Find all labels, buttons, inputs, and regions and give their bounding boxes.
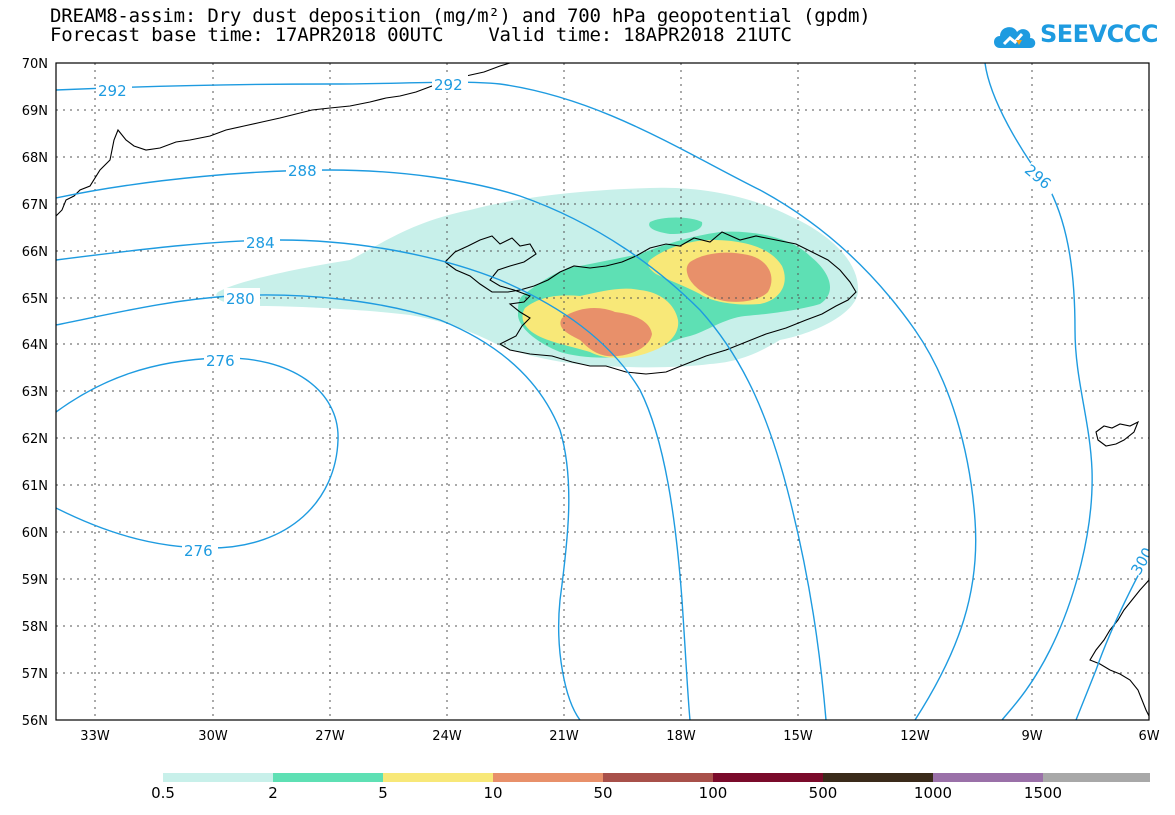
contour-292	[56, 81, 977, 720]
contour-label-300: 300	[1127, 544, 1157, 578]
contour-288	[56, 169, 827, 720]
greenland-coast	[56, 63, 511, 217]
legend-label: 50	[593, 784, 613, 802]
legend-swatch-5	[713, 773, 823, 782]
legend-label: 2	[268, 784, 278, 802]
lat-label: 57N	[22, 667, 48, 682]
contour-280	[56, 294, 581, 720]
map-frame	[55, 62, 1150, 721]
contour-276	[56, 357, 339, 549]
contour-300	[1075, 554, 1149, 720]
lat-label: 58N	[22, 620, 48, 635]
logo-text: SEEVCCC	[1040, 20, 1159, 48]
legend-swatch-6	[823, 773, 933, 782]
legend-label: 1500	[1023, 784, 1063, 802]
legend-label: 1000	[913, 784, 953, 802]
contour-284	[56, 239, 691, 720]
contour-label-292b: 292	[434, 76, 463, 94]
lat-label: 56N	[22, 714, 48, 729]
legend-label: 100	[698, 784, 728, 802]
contour-label-288: 288	[288, 162, 317, 180]
lon-label: 12W	[900, 729, 930, 744]
lat-label: 59N	[22, 573, 48, 588]
legend-swatch-1	[273, 773, 383, 782]
legend-label: 5	[378, 784, 388, 802]
lat-label: 66N	[22, 245, 48, 260]
contour-label-284: 284	[246, 234, 275, 252]
dust-level-2b	[649, 217, 703, 234]
lon-label: 30W	[198, 729, 228, 744]
lat-label: 60N	[22, 526, 48, 541]
lat-label: 67N	[22, 198, 48, 213]
lat-label: 62N	[22, 432, 48, 447]
contour-label-276b: 276	[184, 542, 213, 560]
lat-label: 68N	[22, 151, 48, 166]
lat-label: 69N	[22, 104, 48, 119]
contour-label-276a: 276	[206, 352, 235, 370]
lat-label: 63N	[22, 385, 48, 400]
lon-label: 27W	[315, 729, 345, 744]
map-title-line1: DREAM8-assim: Dry dust deposition (mg/m²…	[50, 5, 871, 27]
lon-label: 33W	[80, 729, 110, 744]
cloud-logo-icon	[994, 27, 1036, 48]
lon-label: 9W	[1021, 729, 1042, 744]
lat-label: 65N	[22, 292, 48, 307]
seevccc-logo: SEEVCCC	[990, 18, 1170, 58]
contour-label-group: 292 292 288 284 280 276 276 296 300	[96, 74, 1157, 578]
legend-swatch-0	[163, 773, 273, 782]
dust-shading	[216, 187, 859, 368]
norway-coast	[1089, 579, 1149, 717]
legend-swatch-3	[493, 773, 603, 782]
lat-label: 70N	[22, 57, 48, 72]
lon-label: 18W	[666, 729, 696, 744]
faroe-coast	[1095, 420, 1140, 447]
lon-label: 24W	[432, 729, 462, 744]
legend-swatch-2	[383, 773, 493, 782]
legend-label: 500	[808, 784, 838, 802]
map-title-line2: Forecast base time: 17APR2018 00UTC Vali…	[50, 24, 792, 46]
legend-swatch-4	[603, 773, 713, 782]
lon-label: 15W	[783, 729, 813, 744]
legend-label: 10	[483, 784, 503, 802]
legend-swatch-8	[1043, 773, 1150, 782]
legend-label: 0.5	[151, 784, 175, 802]
lat-label: 64N	[22, 338, 48, 353]
lon-label: 21W	[549, 729, 579, 744]
longitude-axis: 33W 30W 27W 24W 21W 18W 15W 12W 9W 6W	[80, 729, 1159, 744]
graticule	[56, 63, 1149, 720]
latitude-axis: 70N 69N 68N 67N 66N 65N 64N 63N 62N 61N …	[22, 57, 48, 729]
lon-label: 6W	[1138, 729, 1159, 744]
geopotential-contours	[56, 63, 1149, 720]
dust-level-10b	[686, 252, 772, 302]
lat-label: 61N	[22, 479, 48, 494]
legend-swatch-7	[933, 773, 1043, 782]
dust-level-10	[560, 308, 652, 357]
coastlines	[56, 63, 1149, 717]
contour-label-292a: 292	[98, 82, 127, 100]
contour-label-280: 280	[226, 290, 255, 308]
iceland-coast	[444, 231, 857, 375]
